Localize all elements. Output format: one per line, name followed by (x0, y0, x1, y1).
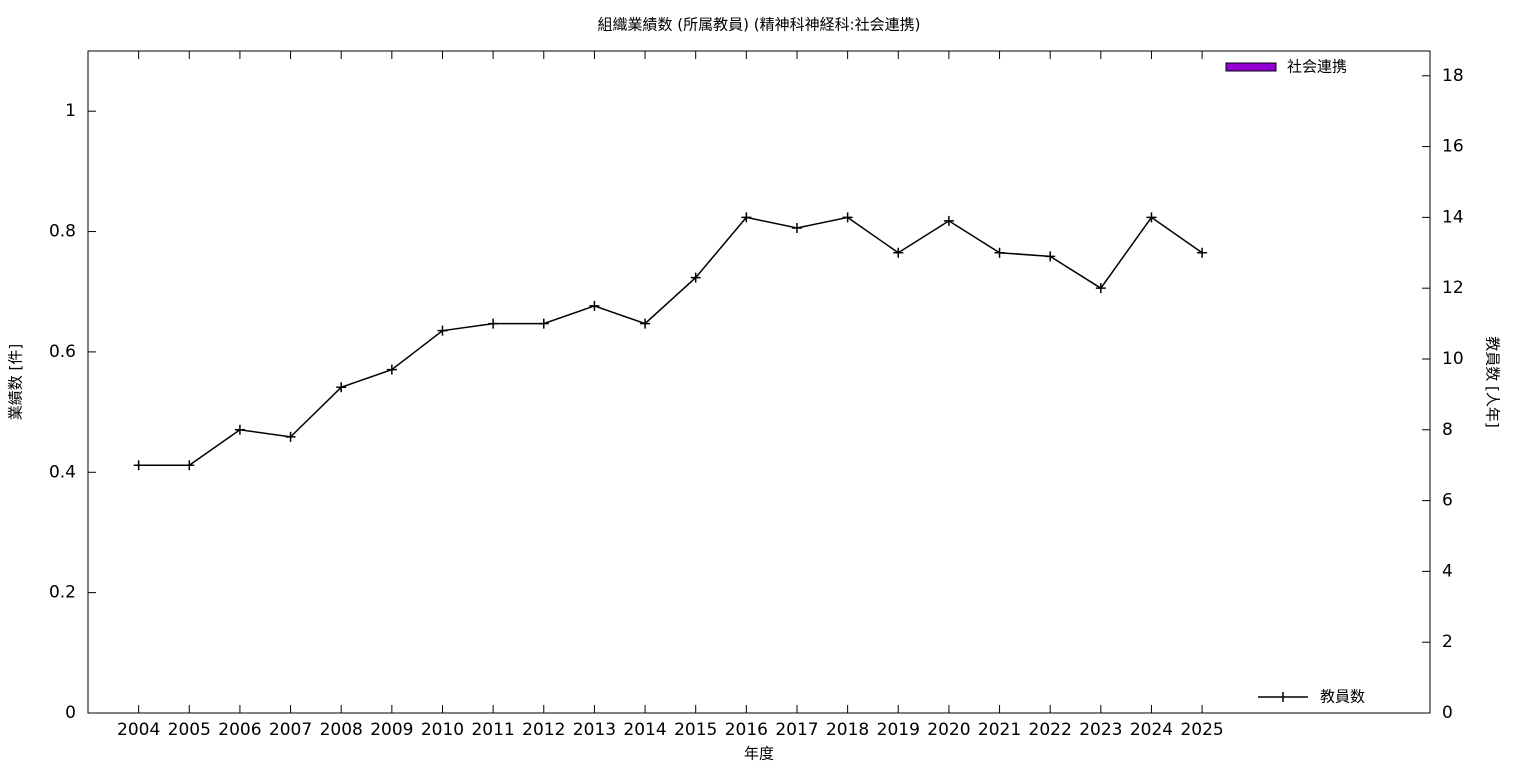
y-tick-label: 0.8 (49, 222, 76, 242)
x-tick-label: 2011 (471, 720, 514, 740)
x-tick-label: 2019 (877, 720, 920, 740)
x-tick-label: 2025 (1180, 720, 1223, 740)
point (538, 318, 549, 329)
point (1197, 247, 1208, 258)
y2-tick-label: 10 (1442, 349, 1464, 369)
x-tick-label: 2020 (927, 720, 970, 740)
point (1095, 283, 1106, 294)
x-tick-label: 2023 (1079, 720, 1122, 740)
legend-swatch (1225, 62, 1277, 72)
x-tick-label: 2016 (725, 720, 768, 740)
x-tick-label: 2004 (117, 720, 160, 740)
y-tick-label: 0.6 (49, 342, 76, 362)
y2-axis-label: 教員数 [人年] (1484, 336, 1502, 427)
x-tick-label: 2012 (522, 720, 565, 740)
x-tick-label: 2013 (573, 720, 616, 740)
y2-tick-label: 16 (1442, 137, 1464, 157)
x-tick-label: 2022 (1029, 720, 1072, 740)
y2-tick-label: 8 (1442, 420, 1453, 440)
x-tick-label: 2005 (168, 720, 211, 740)
point (994, 247, 1005, 258)
point (234, 424, 245, 435)
y-tick-label: 0.2 (49, 583, 76, 603)
point (791, 223, 802, 234)
x-tick-label: 2007 (269, 720, 312, 740)
point (437, 325, 448, 336)
point (1045, 251, 1056, 262)
point (690, 272, 701, 283)
chart-title: 組織業績数 (所属教員) (精神科神経科:社会連携) (597, 16, 920, 34)
y2-tick-label: 14 (1442, 207, 1464, 227)
x-tick-label: 2008 (320, 720, 363, 740)
point (386, 364, 397, 375)
legend-label: 教員数 (1320, 688, 1365, 706)
y2-tick-label: 0 (1442, 703, 1453, 723)
y-tick-label: 0.4 (49, 462, 76, 482)
point (893, 247, 904, 258)
legend-line (1258, 692, 1308, 702)
point (589, 300, 600, 311)
point (184, 460, 195, 471)
point (640, 318, 651, 329)
y2-tick-label: 6 (1442, 491, 1453, 511)
point (1146, 212, 1157, 223)
x-tick-label: 2017 (775, 720, 818, 740)
y2-tick-label: 4 (1442, 561, 1453, 581)
x-tick-label: 2015 (674, 720, 717, 740)
y-tick-label: 0 (65, 703, 76, 723)
point (133, 460, 144, 471)
y2-tick-label: 2 (1442, 632, 1453, 652)
x-tick-label: 2018 (826, 720, 869, 740)
point (336, 382, 347, 393)
y2-tick-label: 18 (1442, 66, 1464, 86)
x-axis-label: 年度 (744, 745, 774, 763)
x-tick-label: 2006 (218, 720, 261, 740)
x-tick-label: 2024 (1130, 720, 1173, 740)
legend-label: 社会連携 (1287, 58, 1347, 76)
line (138, 216, 1203, 466)
point (488, 318, 499, 329)
x-tick-label: 2021 (978, 720, 1021, 740)
point (285, 431, 296, 442)
y-tick-label: 1 (65, 101, 76, 121)
y-axis-label: 業績数 [件] (7, 344, 25, 420)
point (842, 212, 853, 223)
plot-frame (87, 50, 1431, 714)
x-tick-label: 2010 (421, 720, 464, 740)
x-tick-label: 2009 (370, 720, 413, 740)
point (741, 212, 752, 223)
x-tick-label: 2014 (623, 720, 666, 740)
point (943, 215, 954, 226)
y2-tick-label: 12 (1442, 278, 1464, 298)
